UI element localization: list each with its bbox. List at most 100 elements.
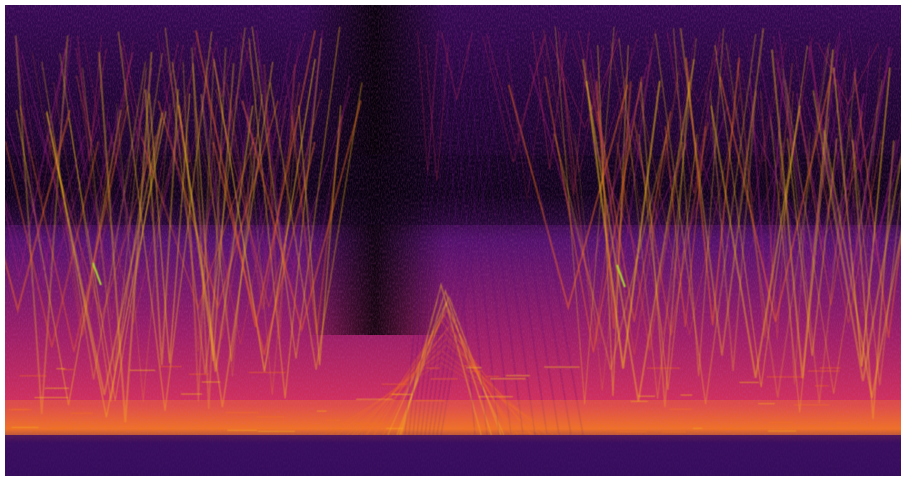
harmonic-streak <box>391 393 413 396</box>
harmonic-streak <box>44 387 70 389</box>
harmonic-streak <box>490 378 526 380</box>
chirp-stroke <box>178 104 218 352</box>
chirp-stroke <box>592 141 689 262</box>
chirp-highlight <box>616 264 626 288</box>
harmonic-streak <box>478 396 513 398</box>
harmonic-streak <box>793 404 830 406</box>
chirp-stroke <box>171 61 274 408</box>
chirp-stroke <box>192 63 235 362</box>
chirp-stroke <box>675 45 722 104</box>
harmonic-streak <box>630 400 648 403</box>
chirp-stroke <box>400 282 482 436</box>
chirp-stroke <box>201 93 252 278</box>
harmonic-streak <box>486 375 500 378</box>
harmonic-streak <box>129 369 156 371</box>
harmonic-streak <box>415 399 445 402</box>
chirp-stroke <box>553 134 668 370</box>
chirp-stroke <box>98 51 153 423</box>
spectrogram-frame <box>5 5 901 476</box>
chirp-stroke <box>18 144 86 282</box>
chirp-stroke <box>15 37 72 286</box>
chirp-stroke <box>148 93 191 364</box>
chirp-stroke <box>420 29 524 436</box>
chirp-stroke <box>234 94 288 288</box>
harmonic-streak <box>819 367 841 369</box>
chirp-stroke <box>719 76 832 323</box>
chirp-stroke <box>263 64 296 340</box>
chirp-stroke <box>555 45 605 172</box>
chirp-stroke <box>823 130 901 399</box>
chirp-stroke <box>784 79 883 394</box>
chirp-stroke <box>404 29 476 436</box>
chirp-stroke <box>854 139 898 258</box>
chirp-stroke <box>812 90 901 382</box>
chirp-stroke <box>532 31 568 170</box>
chirp-stroke <box>672 38 733 172</box>
chirp-stroke <box>778 30 841 279</box>
harmonic-streak <box>463 365 474 367</box>
chirp-stroke <box>30 105 146 291</box>
chirp-stroke <box>640 81 690 408</box>
chirp-stroke <box>225 82 301 310</box>
harmonic-streak <box>256 416 285 418</box>
harmonic-streak <box>616 431 647 433</box>
chirp-stroke <box>144 89 180 366</box>
harmonic-streak <box>56 368 66 370</box>
chirp-stroke <box>849 118 901 386</box>
harmonic-streak <box>180 393 203 395</box>
harmonic-streak <box>466 367 482 369</box>
chirp-stroke <box>817 42 879 105</box>
chirp-stroke <box>821 107 901 267</box>
chirp-stroke <box>53 82 129 314</box>
harmonic-streak <box>807 370 840 372</box>
harmonic-streak <box>63 368 74 371</box>
chirp-stroke <box>571 38 638 150</box>
harmonic-streak <box>692 427 703 429</box>
chirp-stroke <box>5 48 67 279</box>
chirp-stroke <box>549 38 620 129</box>
chirp-stroke <box>664 125 707 328</box>
chirp-stroke <box>45 112 164 395</box>
chirp-stroke <box>387 301 505 436</box>
harmonic-streak <box>351 423 384 425</box>
chirp-stroke <box>201 29 239 217</box>
chirp-stroke <box>284 74 351 261</box>
chirp-stroke <box>595 81 632 329</box>
chirp-stroke <box>140 136 256 311</box>
harmonic-streak <box>381 383 409 385</box>
harmonic-streak <box>815 385 829 387</box>
harmonic-streak <box>836 422 850 424</box>
chirp-stroke <box>708 112 740 291</box>
chirp-stroke <box>633 121 709 336</box>
chirp-stroke <box>773 36 813 155</box>
chirp-stroke <box>75 48 107 141</box>
chirp-stroke <box>666 32 721 194</box>
harmonic-streak <box>766 376 803 378</box>
chirp-stroke <box>794 46 827 159</box>
chirp-stroke <box>21 51 135 277</box>
harmonic-streak <box>356 398 393 400</box>
chirp-stroke <box>5 141 100 348</box>
harmonic-streak <box>257 430 295 432</box>
chirp-stroke <box>17 41 67 200</box>
chirp-stroke <box>156 32 199 164</box>
harmonic-streak <box>11 426 39 428</box>
harmonic-streak <box>768 421 794 423</box>
chirp-stroke <box>440 29 584 436</box>
chirp-stroke <box>482 36 545 163</box>
harmonic-streak <box>646 367 680 369</box>
chirp-stroke <box>31 52 133 337</box>
chirp-stroke <box>408 29 488 436</box>
chirp-stroke <box>554 26 615 405</box>
chirp-stroke <box>251 26 341 359</box>
harmonic-streak <box>316 410 327 412</box>
harmonic-streak <box>638 395 656 397</box>
chirp-stroke <box>215 89 323 308</box>
chirp-stroke <box>212 142 316 355</box>
chirp-stroke <box>107 121 182 293</box>
chirp-highlight <box>92 262 102 286</box>
chirp-stroke <box>597 111 672 323</box>
harmonic-streak <box>70 412 93 414</box>
chirp-stroke <box>412 29 500 436</box>
harmonic-streak <box>767 430 797 432</box>
